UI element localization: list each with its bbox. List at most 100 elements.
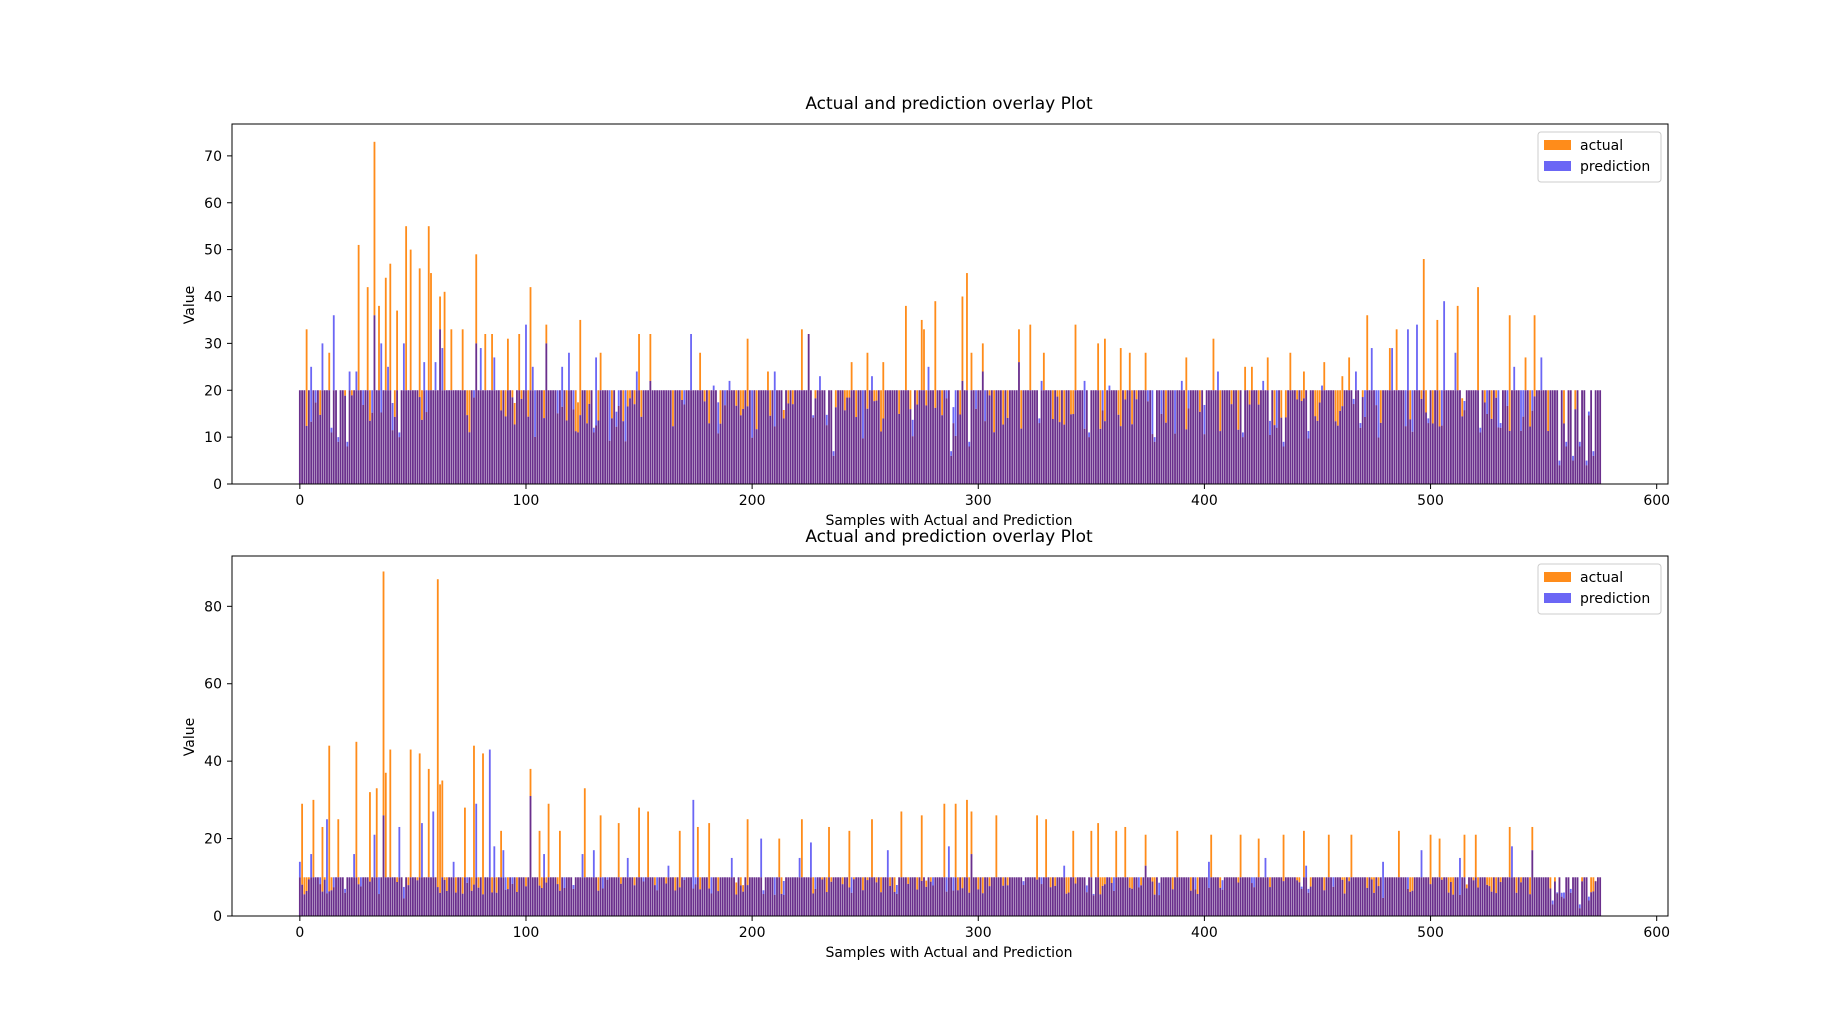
overlap-bar bbox=[1526, 877, 1529, 916]
overlap-bar bbox=[672, 426, 674, 484]
overlap-bar bbox=[1522, 877, 1525, 916]
x-tick-label: 600 bbox=[1643, 493, 1670, 509]
overlap-bar bbox=[1149, 877, 1152, 916]
overlap-bar bbox=[1592, 455, 1595, 485]
overlap-bar bbox=[1425, 412, 1427, 484]
overlap-bar bbox=[559, 890, 561, 916]
overlap-bar bbox=[1581, 390, 1583, 484]
overlap-bar bbox=[1465, 390, 1468, 484]
overlap-bar bbox=[1468, 390, 1470, 484]
prediction-bar bbox=[911, 419, 914, 437]
overlap-bar bbox=[719, 423, 722, 484]
overlap-bar bbox=[877, 390, 880, 484]
overlap-bar bbox=[1511, 877, 1513, 916]
overlap-bar bbox=[597, 420, 600, 484]
overlap-bar bbox=[932, 390, 934, 484]
prediction-bar bbox=[346, 441, 349, 447]
prediction-bar bbox=[1088, 432, 1090, 438]
y-tick-label: 20 bbox=[204, 383, 222, 399]
overlap-bar bbox=[1284, 877, 1287, 916]
overlap-bar bbox=[1275, 877, 1278, 916]
actual-bar bbox=[599, 815, 602, 878]
prediction-bar bbox=[814, 877, 817, 889]
overlap-bar bbox=[769, 877, 772, 916]
actual-bar bbox=[1508, 315, 1511, 431]
overlap-bar bbox=[1058, 422, 1061, 484]
overlap-bar bbox=[776, 390, 778, 484]
overlap-bar bbox=[353, 877, 356, 916]
actual-bar bbox=[1042, 352, 1045, 391]
overlap-bar bbox=[1434, 390, 1436, 484]
overlap-bar bbox=[511, 397, 514, 484]
actual-bar bbox=[312, 799, 315, 878]
prediction-bar bbox=[1137, 877, 1140, 888]
overlap-bar bbox=[1156, 877, 1158, 916]
prediction-bar bbox=[531, 366, 534, 391]
overlap-bar bbox=[1180, 877, 1183, 916]
overlap-bar bbox=[1318, 877, 1321, 916]
actual-bar bbox=[473, 745, 475, 885]
overlap-bar bbox=[1551, 390, 1554, 484]
actual-bar bbox=[968, 877, 971, 893]
overlap-bar bbox=[1450, 390, 1452, 484]
prediction-bar bbox=[1370, 348, 1373, 391]
overlap-bar bbox=[439, 892, 441, 916]
overlap-bar bbox=[796, 877, 799, 916]
overlap-bar bbox=[753, 877, 756, 916]
prediction-bar bbox=[344, 888, 346, 893]
overlap-bar bbox=[1228, 390, 1231, 484]
overlap-bar bbox=[837, 390, 839, 484]
overlap-bar bbox=[776, 877, 778, 916]
overlap-bar bbox=[1558, 465, 1561, 484]
actual-bar bbox=[393, 390, 396, 417]
overlap-bar bbox=[1027, 390, 1029, 484]
overlap-bar bbox=[1070, 877, 1072, 916]
overlap-bar bbox=[1024, 390, 1027, 484]
overlap-bar bbox=[751, 437, 754, 484]
actual-bar bbox=[1131, 877, 1133, 889]
overlap-bar bbox=[730, 390, 733, 484]
overlap-bar bbox=[384, 877, 387, 916]
overlap-bar bbox=[1072, 877, 1075, 916]
overlap-bar bbox=[916, 889, 919, 916]
prediction-bar bbox=[1558, 460, 1561, 466]
overlap-bar bbox=[1058, 877, 1061, 916]
prediction-bar bbox=[310, 854, 313, 878]
actual-bar bbox=[323, 877, 326, 880]
actual-bar bbox=[445, 877, 448, 891]
overlap-bar bbox=[929, 390, 932, 484]
overlap-bar bbox=[486, 390, 489, 484]
overlap-bar bbox=[1293, 877, 1296, 916]
overlap-bar bbox=[1226, 877, 1228, 916]
overlap-bar bbox=[1486, 884, 1488, 916]
overlap-bar bbox=[1126, 877, 1129, 916]
actual-bar bbox=[525, 877, 527, 887]
actual-bar bbox=[1486, 877, 1488, 885]
overlap-bar bbox=[513, 877, 516, 916]
overlap-bar bbox=[785, 877, 787, 916]
overlap-bar bbox=[1133, 390, 1136, 484]
overlap-bar bbox=[1533, 396, 1536, 484]
overlap-bar bbox=[1477, 887, 1479, 916]
overlap-bar bbox=[658, 877, 661, 916]
overlap-bar bbox=[1592, 891, 1595, 916]
overlap-bar bbox=[319, 414, 322, 484]
actual-bar bbox=[436, 579, 439, 888]
actual-bar bbox=[830, 877, 833, 882]
overlap-bar bbox=[1569, 892, 1572, 916]
overlap-bar bbox=[807, 334, 810, 484]
overlap-bar bbox=[1404, 426, 1407, 484]
overlap-bar bbox=[1051, 418, 1054, 484]
prediction-bar bbox=[398, 826, 401, 878]
overlap-bar bbox=[678, 887, 681, 916]
prediction-bar bbox=[1522, 390, 1525, 417]
overlap-bar bbox=[1400, 390, 1403, 484]
actual-bar bbox=[970, 811, 973, 855]
prediction-bar bbox=[1305, 865, 1308, 878]
prediction-bar bbox=[360, 877, 362, 887]
overlap-bar bbox=[1370, 879, 1373, 916]
overlap-bar bbox=[1497, 877, 1500, 916]
overlap-bar bbox=[540, 390, 543, 484]
prediction-bar bbox=[1321, 385, 1323, 391]
overlap-bar bbox=[914, 390, 916, 484]
